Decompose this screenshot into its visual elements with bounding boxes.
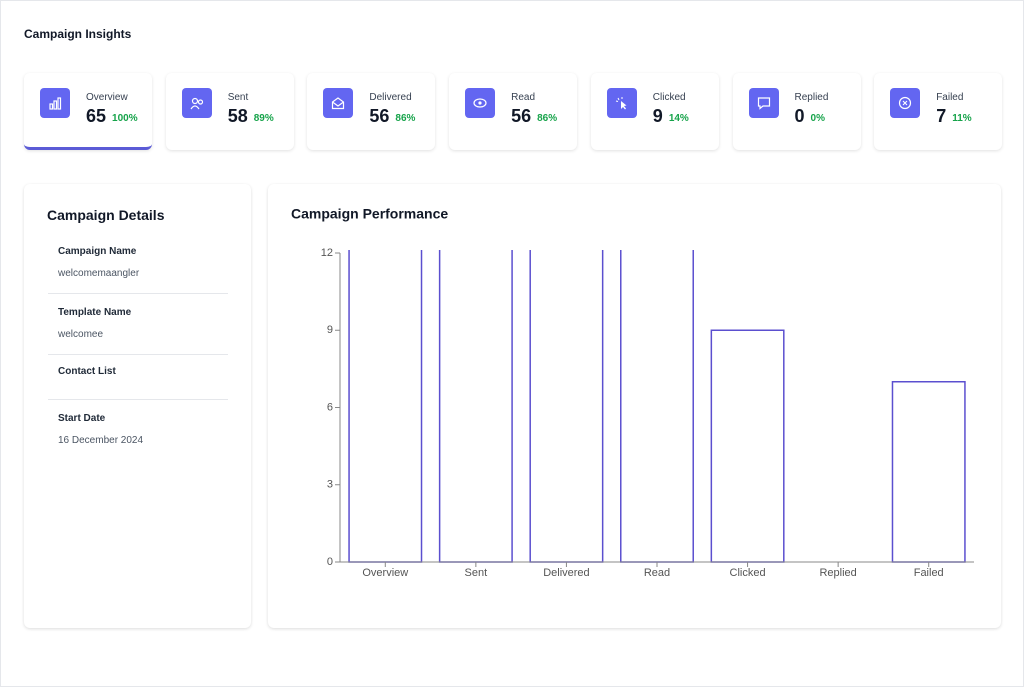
icon-glyph	[757, 97, 770, 110]
page-title: Campaign Insights	[24, 27, 132, 41]
detail-item: Start Date 16 December 2024	[48, 407, 228, 467]
icon-glyph	[615, 97, 627, 110]
card-percent: 0%	[810, 113, 825, 124]
card-percent: 89%	[253, 113, 274, 124]
plot	[348, 250, 966, 563]
icon-glyph	[332, 97, 345, 110]
card-label: Overview	[86, 92, 128, 103]
card-icon	[40, 88, 70, 118]
bar	[348, 250, 423, 563]
bar	[529, 250, 604, 563]
icon-glyph	[190, 97, 203, 110]
card-label: Replied	[794, 92, 829, 103]
detail-label: Contact List	[58, 366, 116, 377]
card-value: 0	[794, 106, 805, 126]
x-tick-label: Read	[644, 567, 670, 579]
detail-item: Campaign Name welcomemaangler	[48, 240, 228, 294]
stat-card: Read 56 86%	[449, 73, 578, 150]
details-title: Campaign Details	[47, 207, 165, 223]
detail-label: Campaign Name	[58, 246, 137, 257]
card-value: 7	[936, 106, 947, 126]
card-icon	[890, 88, 921, 118]
card-label: Sent	[227, 92, 249, 103]
card-label: Read	[511, 92, 535, 103]
card-label: Delivered	[369, 92, 412, 103]
card-icon	[606, 88, 637, 118]
icon-glyph	[473, 98, 487, 108]
card-percent: 100%	[112, 113, 138, 124]
chart: Campaign Performance 0 3 6 9 12 Overview Sent D…	[291, 206, 974, 579]
bar	[710, 329, 785, 563]
x-tick-label: Overview	[362, 567, 408, 579]
detail-label: Start Date	[58, 413, 106, 424]
x-tick-label: Replied	[819, 567, 856, 579]
y-tick-label: 0	[327, 556, 333, 568]
y-tick-label: 3	[327, 479, 333, 491]
detail-value: welcomee	[58, 329, 104, 340]
x-tick-label: Clicked	[730, 567, 766, 579]
card-icon	[181, 88, 212, 118]
card-icon	[465, 88, 496, 118]
stat-card: Delivered 56 86%	[307, 73, 436, 150]
y-tick-label: 9	[327, 324, 333, 336]
card-percent: 14%	[668, 113, 689, 124]
stat-card: Overview 65 100%	[24, 73, 152, 150]
detail-label: Template Name	[58, 307, 132, 318]
card-value: 56	[369, 106, 390, 126]
card-value: 65	[86, 106, 107, 126]
details-panel: Campaign Details Campaign Name welcomemaa…	[24, 184, 251, 628]
bar	[891, 381, 966, 563]
card-label: Failed	[936, 92, 964, 103]
detail-item: Template Name welcomee	[48, 301, 228, 355]
x-tick-label: Sent	[465, 567, 488, 579]
stat-card: Sent 58 89%	[165, 73, 294, 150]
detail-item: Contact List	[48, 360, 228, 400]
icon-glyph	[899, 96, 912, 110]
card-icon	[323, 88, 354, 118]
stat-card: Clicked 9 14%	[590, 73, 719, 150]
detail-value: welcomemaangler	[58, 268, 140, 279]
card-percent: 86%	[537, 113, 558, 124]
card-label: Clicked	[652, 92, 686, 103]
card-value: 9	[652, 106, 663, 126]
chart-title: Campaign Performance	[291, 206, 448, 222]
bar	[438, 250, 513, 563]
card-percent: 11%	[952, 113, 972, 124]
card-value: 58	[227, 106, 248, 126]
x-tick-label: Delivered	[543, 567, 589, 579]
card-icon	[748, 88, 779, 118]
stat-card: Failed 7 11%	[874, 73, 1003, 150]
bar	[620, 250, 694, 563]
card-value: 56	[511, 106, 532, 126]
card-percent: 86%	[395, 113, 416, 124]
y-tick-label: 12	[321, 247, 333, 259]
detail-value: 16 December 2024	[58, 435, 144, 446]
x-tick-label: Failed	[914, 567, 944, 579]
y-tick-label: 6	[327, 401, 333, 413]
performance-panel: Campaign Performance 0 3 6 9 12 Overview Sent D…	[268, 184, 1001, 628]
stat-card: Replied 0 0%	[732, 73, 861, 150]
icon-glyph	[49, 97, 62, 110]
